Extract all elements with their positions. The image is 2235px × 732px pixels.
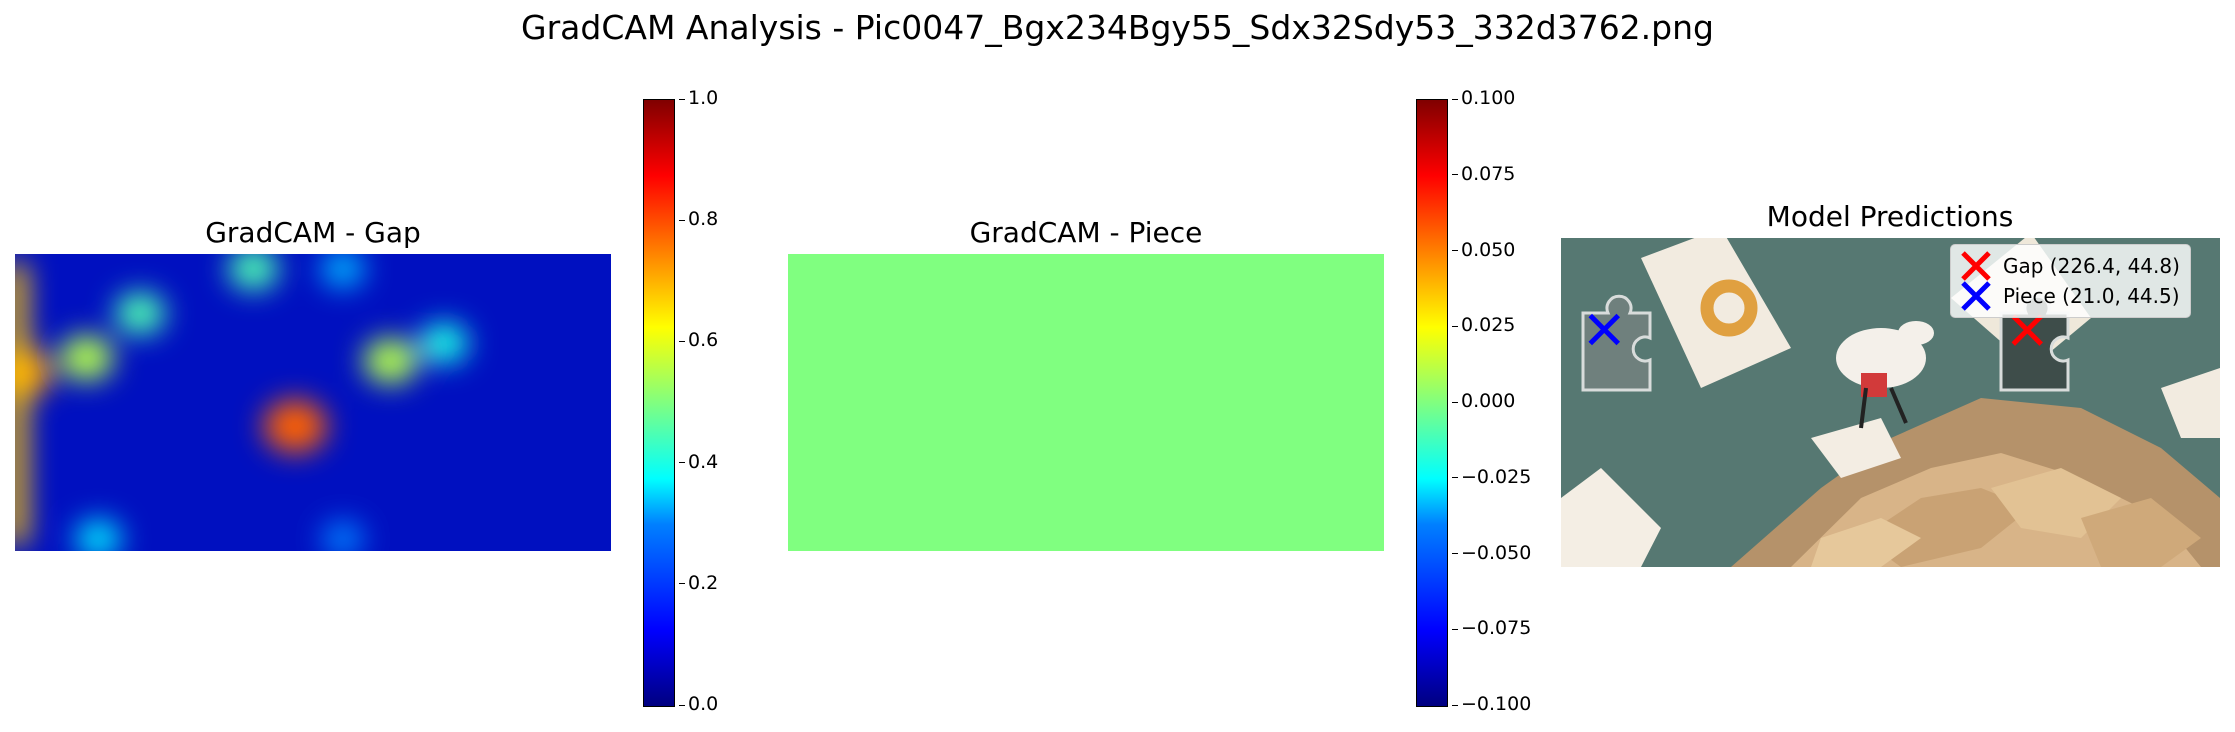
gap-hotspot	[59, 335, 114, 381]
gap-panel-title: GradCAM - Gap	[205, 216, 421, 249]
donut-chart-drawing	[1700, 279, 1758, 337]
colorbar-tick-label: 0.050	[1451, 238, 1516, 261]
colorbar-tick-label: −0.100	[1451, 693, 1532, 715]
figure-suptitle: GradCAM Analysis - Pic0047_Bgx234Bgy55_S…	[521, 8, 1714, 47]
gap-hotspot	[263, 399, 327, 453]
gap-prediction-marker	[2011, 314, 2044, 346]
gap-hotspot	[420, 322, 469, 364]
dog-figure	[1836, 321, 1934, 429]
colorbar-tick-label: 0.025	[1451, 314, 1516, 337]
gap-hotspot	[115, 292, 166, 335]
gap-edge-band	[15, 264, 27, 544]
legend-label-gap: Gap (226.4, 44.8)	[2003, 254, 2180, 278]
colorbar-tick-label: 0.6	[678, 329, 719, 352]
gap-hotspot	[321, 521, 364, 551]
gap-hotspot	[363, 338, 418, 384]
gap-hotspot	[75, 519, 122, 551]
colorbar-tick-label: 0.075	[1451, 162, 1516, 185]
gap-heatmap-background	[15, 254, 611, 551]
cardboard-boxes	[1731, 398, 2220, 567]
piece-prediction-marker	[1588, 313, 1621, 346]
blue-x-marker-icon	[1961, 281, 1991, 311]
gap-hotspot	[228, 254, 279, 291]
colorbar-tick-label: −0.025	[1451, 465, 1532, 488]
gap-heatmap	[15, 254, 611, 551]
colorbar-tick-label: 1.0	[678, 87, 719, 109]
legend-item-piece: Piece (21.0, 44.5)	[1959, 281, 2180, 311]
red-x-marker-icon	[1961, 251, 1991, 281]
piece-colorbar	[1416, 99, 1448, 707]
predictions-legend: Gap (226.4, 44.8) Piece (21.0, 44.5)	[1950, 244, 2191, 318]
colorbar-tick-label: 0.100	[1451, 87, 1516, 109]
legend-label-piece: Piece (21.0, 44.5)	[2003, 284, 2180, 308]
colorbar-tick-label: −0.050	[1451, 541, 1532, 564]
colorbar-tick-label: 0.000	[1451, 390, 1516, 412]
gap-colorbar	[643, 99, 675, 707]
predictions-panel-title: Model Predictions	[1766, 200, 2014, 233]
colorbar-tick-label: 0.8	[678, 208, 719, 231]
colorbar-tick-label: 0.2	[678, 571, 719, 594]
piece-heatmap	[788, 254, 1384, 551]
gap-hotspot	[320, 254, 365, 288]
piece-panel-title: GradCAM - Piece	[969, 216, 1203, 249]
legend-item-gap: Gap (226.4, 44.8)	[1959, 251, 2180, 281]
predictions-image	[1561, 238, 2220, 567]
colorbar-tick-label: 0.0	[678, 693, 719, 715]
colorbar-tick-label: 0.4	[678, 450, 719, 473]
colorbar-tick-label: −0.075	[1451, 617, 1532, 640]
